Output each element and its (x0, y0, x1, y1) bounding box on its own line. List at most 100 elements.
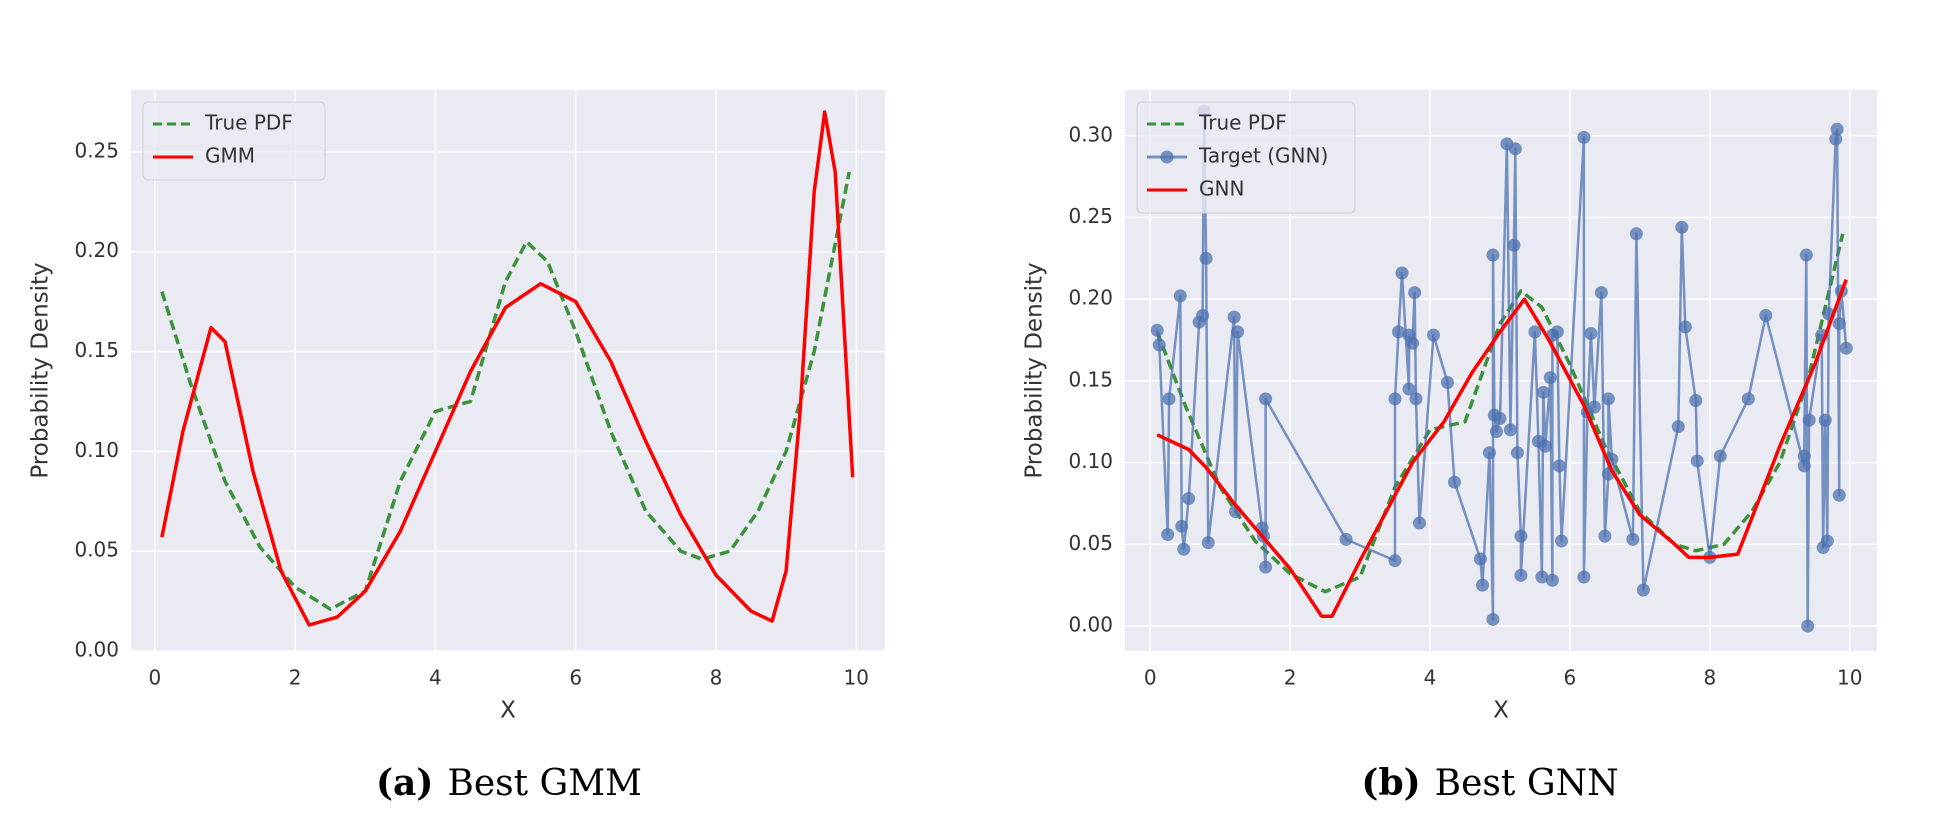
point (1629, 227, 1643, 241)
point (1406, 336, 1420, 350)
point (1636, 583, 1650, 597)
y-tick-label: 0.05 (1068, 531, 1113, 555)
point (1550, 325, 1564, 339)
legend-label: GNN (1199, 177, 1244, 201)
y-tick-label: 0.10 (74, 438, 119, 462)
point (1510, 446, 1524, 460)
point (1395, 266, 1409, 280)
point (1473, 552, 1487, 566)
line (1156, 278, 1848, 618)
point (1678, 320, 1692, 334)
point (1552, 459, 1566, 473)
point (1489, 425, 1503, 439)
x-tick-label: 0 (148, 666, 161, 690)
point (1507, 238, 1521, 252)
point (1175, 519, 1189, 533)
point (1626, 532, 1640, 546)
point (1486, 612, 1500, 626)
point (1150, 323, 1164, 337)
point (1231, 325, 1245, 339)
point (1601, 392, 1615, 406)
x-tick-label: 6 (569, 666, 582, 690)
point (1538, 439, 1552, 453)
point (1797, 449, 1811, 463)
point (1802, 413, 1816, 427)
point (1199, 251, 1213, 265)
point (1177, 542, 1191, 556)
y-tick-label: 0.05 (74, 538, 119, 562)
point (1713, 449, 1727, 463)
series-layer (1150, 104, 1853, 633)
point (1587, 400, 1601, 414)
point (1818, 413, 1832, 427)
point (1689, 393, 1703, 407)
point (1797, 459, 1811, 473)
point (1402, 382, 1416, 396)
y-tick-label: 0.15 (74, 338, 119, 362)
y-tick-label: 0.15 (1068, 367, 1113, 391)
point (1227, 310, 1241, 324)
point (1671, 420, 1685, 434)
point (1503, 423, 1517, 437)
series-layer (160, 110, 855, 627)
y-tick-label: 0.25 (1068, 204, 1113, 228)
point (1447, 475, 1461, 489)
x-tick-label: 10 (844, 666, 869, 690)
x-tick-label: 10 (1837, 666, 1862, 690)
point (1475, 578, 1489, 592)
point (1741, 392, 1755, 406)
point (1528, 325, 1542, 339)
point (1514, 568, 1528, 582)
point (1801, 619, 1815, 633)
y-tick-label: 0.30 (1068, 122, 1113, 146)
point (1759, 309, 1773, 323)
legend-box (1136, 101, 1356, 214)
point (1839, 341, 1853, 355)
point (1440, 376, 1454, 390)
x-tick-label: 2 (289, 666, 302, 690)
subplot: 0.00 0.05 0.10 0.15 0.20 0.25 0 2 4 6 8 10 X Probabil… (28, 90, 885, 804)
point (1536, 385, 1550, 399)
legend-box (142, 101, 326, 181)
legend-label: True PDF (1198, 111, 1287, 135)
point (1594, 286, 1608, 300)
y-tick-label: 0.20 (74, 238, 119, 262)
point (1259, 392, 1273, 406)
legend-label: GMM (205, 144, 255, 168)
y-tick-label: 0.25 (74, 138, 119, 162)
legend: True PDF GMM (142, 101, 326, 181)
point (1508, 142, 1522, 156)
point (1514, 529, 1528, 543)
point (1388, 392, 1402, 406)
x-tick-label: 6 (1564, 666, 1577, 690)
x-tick-label: 0 (1144, 666, 1157, 690)
point (1486, 248, 1500, 262)
line (160, 110, 855, 627)
point (1598, 529, 1612, 543)
point (1196, 309, 1210, 323)
point (1408, 286, 1422, 300)
line (1155, 233, 1845, 594)
x-axis-label: X (1493, 698, 1509, 724)
legend-marker (1160, 150, 1174, 164)
point (1173, 289, 1187, 303)
legend-label: Target (GNN) (1198, 144, 1328, 168)
point (1799, 248, 1813, 262)
point (1201, 536, 1215, 550)
point (1339, 532, 1353, 546)
point (1830, 122, 1844, 136)
point (1409, 392, 1423, 406)
x-tick-label: 8 (1703, 666, 1716, 690)
subplot: 0.00 0.05 0.10 0.15 0.20 0.25 0.30 0 2 4 6 8 10 X Prob… (1022, 90, 1877, 804)
caption-text: Best GNN (1435, 763, 1619, 804)
point (1413, 516, 1427, 530)
point (1161, 527, 1175, 541)
legend-label: True PDF (204, 111, 293, 135)
point (1182, 492, 1196, 506)
point (1162, 392, 1176, 406)
point (1820, 534, 1834, 548)
point (1426, 328, 1440, 342)
y-tick-label: 0.00 (1068, 612, 1113, 636)
legend: True PDF Target (GNN) GNN (1136, 101, 1356, 214)
